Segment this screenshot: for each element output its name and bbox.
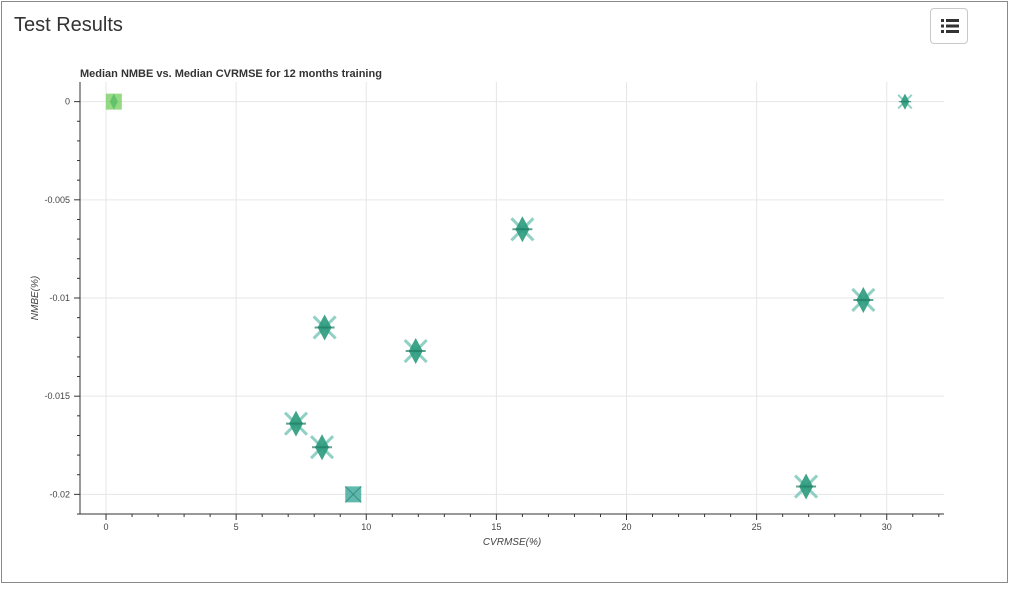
x-tick-label: 30: [882, 522, 892, 532]
y-tick-label: -0.015: [44, 391, 70, 401]
menu-button[interactable]: [930, 8, 968, 44]
list-icon: [941, 19, 959, 33]
grid: [80, 82, 944, 514]
data-point: [510, 216, 535, 243]
y-tick-label: -0.02: [49, 489, 70, 499]
x-tick-label: 5: [234, 522, 239, 532]
ticks: 0 5 10 15 20 25 30 0 -0.005 -0.01 -0.015 -0.02: [44, 97, 940, 532]
data-point: [344, 485, 362, 503]
y-axis-label: NMBE(%): [30, 276, 41, 320]
x-axis-label: CVRMSE(%): [483, 537, 541, 548]
y-tick-label: -0.005: [44, 195, 70, 205]
data-point: [851, 286, 876, 313]
x-marker: [344, 485, 362, 503]
diamond-marker: [109, 93, 118, 110]
y-tick-label: 0: [65, 97, 70, 107]
x-tick-label: 10: [361, 522, 371, 532]
x-tick-label: 25: [752, 522, 762, 532]
results-panel: Test Results: [1, 1, 1008, 583]
data-point: [794, 473, 819, 500]
data-point: [312, 314, 337, 341]
data-point: [403, 338, 428, 365]
y-tick-label: -0.01: [49, 293, 70, 303]
page-title: Test Results: [14, 14, 123, 36]
data-points: [105, 93, 913, 503]
data-point: [897, 93, 913, 110]
data-point: [309, 434, 335, 461]
x-tick-label: 15: [491, 522, 501, 532]
chart-title: Median NMBE vs. Median CVRMSE for 12 mon…: [80, 68, 382, 80]
data-point: [105, 93, 122, 110]
x-tick-label: 20: [621, 522, 631, 532]
data-point: [283, 410, 309, 437]
x-tick-label: 0: [104, 522, 109, 532]
